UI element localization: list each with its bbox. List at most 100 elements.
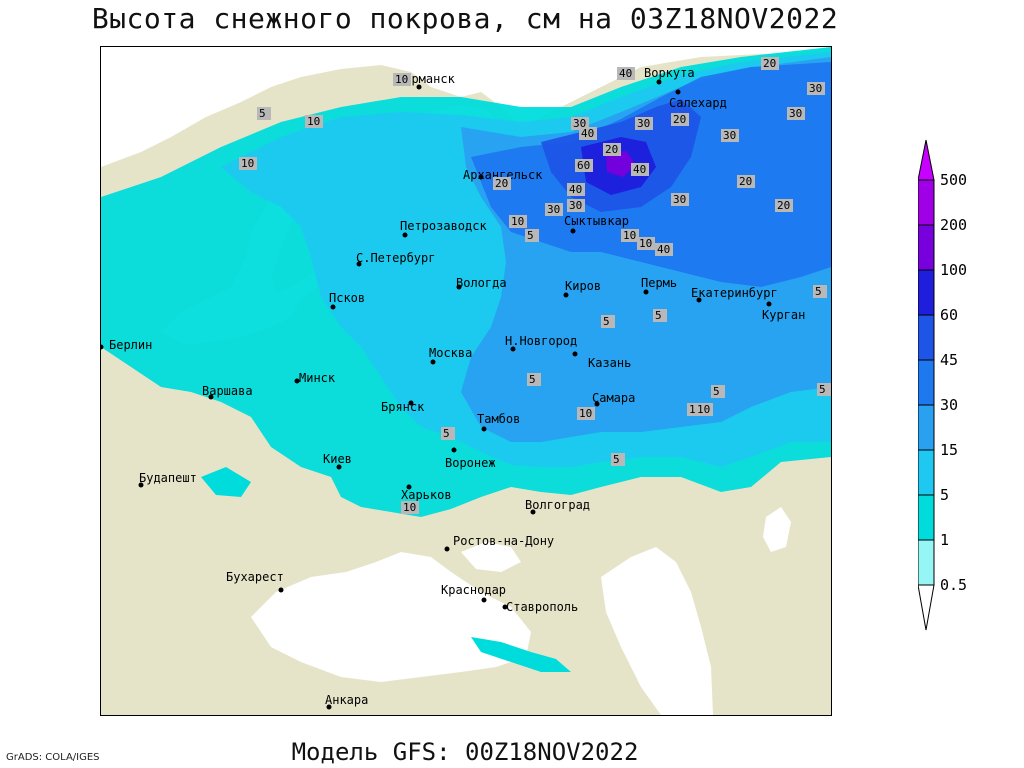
city-label: Екатеринбург — [691, 286, 778, 300]
city-label: Н.Новгород — [505, 334, 577, 348]
city-label: Брянск — [381, 400, 425, 414]
legend-swatch — [917, 269, 935, 316]
contour-label: 40 — [581, 127, 594, 140]
legend-swatch — [917, 449, 935, 496]
city-markers — [98, 79, 772, 710]
city-dot — [766, 301, 772, 307]
legend-label: 0.5 — [940, 576, 967, 594]
legend-swatch — [917, 404, 935, 451]
black-sea — [251, 552, 531, 682]
city-dot — [451, 447, 457, 453]
city-dot — [402, 232, 408, 238]
contour-label: 30 — [673, 193, 686, 206]
contour-label: 5 — [529, 373, 536, 386]
city-dot — [481, 597, 487, 603]
contour-label: 40 — [657, 243, 670, 256]
contour-label: 30 — [809, 82, 822, 95]
city-dot — [530, 509, 536, 515]
city-dot — [294, 378, 300, 384]
contour-label: 30 — [789, 107, 802, 120]
legend-cap-top — [917, 139, 935, 181]
city-label: Ставрополь — [506, 600, 578, 614]
city-labels: Мурманск Воркута Салехард Архангельск Пе… — [109, 66, 805, 707]
city-dot — [478, 174, 484, 180]
legend-swatch — [917, 539, 935, 586]
city-label: Петрозаводск — [400, 219, 487, 233]
contour-label: 30 — [723, 129, 736, 142]
snow-layer-100 — [606, 151, 636, 177]
contour-label: 10 — [511, 215, 524, 228]
city-dot — [336, 464, 342, 470]
legend-swatch — [917, 494, 935, 541]
contour-label: 5 — [443, 427, 450, 440]
city-label: Киров — [565, 279, 601, 293]
contour-label: 40 — [569, 183, 582, 196]
legend-label: 45 — [940, 351, 958, 369]
contour-label: 20 — [673, 113, 686, 126]
contour-label: 10 — [403, 501, 416, 514]
city-label: Тамбов — [477, 412, 520, 426]
city-dot — [330, 304, 336, 310]
city-label: Салехард — [669, 96, 727, 110]
city-label: Самара — [592, 391, 635, 405]
city-dot — [594, 401, 600, 407]
city-dot — [656, 79, 662, 85]
contour-label: 30 — [573, 117, 586, 130]
aral-sea — [763, 507, 791, 552]
city-label: Псков — [329, 291, 365, 305]
contour-label: 20 — [739, 175, 752, 188]
city-dot — [675, 89, 681, 95]
contour-label: 40 — [619, 67, 632, 80]
snow-patch-caucasus — [471, 637, 571, 672]
snow-depth-map: Мурманск Воркута Салехард Архангельск Пе… — [98, 46, 832, 716]
city-dot — [408, 400, 414, 406]
legend-swatch — [917, 224, 935, 271]
city-label: Сыктывкар — [564, 214, 629, 228]
city-label: Казань — [588, 356, 631, 370]
legend-label: 60 — [940, 306, 958, 324]
city-label: Будапешт — [139, 471, 197, 485]
legend-label: 200 — [940, 216, 967, 234]
city-label: Воркута — [644, 66, 695, 80]
city-dot — [563, 292, 569, 298]
city-dot — [208, 394, 214, 400]
contour-label: 30 — [569, 199, 582, 212]
contour-label: 20 — [495, 177, 508, 190]
color-legend: 500 200 100 60 45 30 15 5 1 0.5 — [917, 130, 1008, 640]
city-label: С.Петербург — [356, 251, 435, 265]
contour-label: 10 — [395, 73, 408, 86]
contour-label: 10 — [639, 237, 652, 250]
legend-swatch — [917, 179, 935, 226]
city-label: Архангельск — [463, 168, 543, 182]
legend-label: 5 — [940, 486, 949, 504]
contour-label: 10 — [623, 229, 636, 242]
barents-sea — [431, 47, 621, 119]
city-label: Курган — [762, 308, 805, 322]
legend-label: 500 — [940, 171, 967, 189]
city-label: Варшава — [202, 384, 253, 398]
map-title: Высота снежного покрова, см на 03Z18NOV2… — [91, 2, 839, 35]
city-dot — [572, 351, 578, 357]
contour-label: 10 — [579, 407, 592, 420]
contour-label: 20 — [777, 199, 790, 212]
city-dot — [570, 228, 576, 234]
contour-label: 10 — [307, 115, 320, 128]
contour-label: 10 — [697, 403, 710, 416]
legend-label: 1 — [940, 531, 949, 549]
city-dot — [696, 297, 702, 303]
city-label: Минск — [299, 371, 336, 385]
city-label: Воронеж — [445, 456, 496, 470]
caspian-sea — [601, 547, 713, 715]
contour-label: 60 — [577, 159, 590, 172]
legend-swatch — [917, 314, 935, 361]
city-label: Ростов-на-Дону — [453, 534, 554, 548]
legend-label: 30 — [940, 396, 958, 414]
contour-label: 5 — [603, 315, 610, 328]
city-dot — [444, 546, 450, 552]
city-label: Берлин — [109, 338, 152, 352]
city-label: Волгоград — [525, 498, 590, 512]
contour-label: 5 — [527, 229, 534, 242]
contour-labels: 40 20 30 30 20 30 20 10 5 10 30 40 30 60… — [239, 57, 831, 514]
city-dot — [502, 604, 508, 610]
contour-label: 5 — [613, 453, 620, 466]
